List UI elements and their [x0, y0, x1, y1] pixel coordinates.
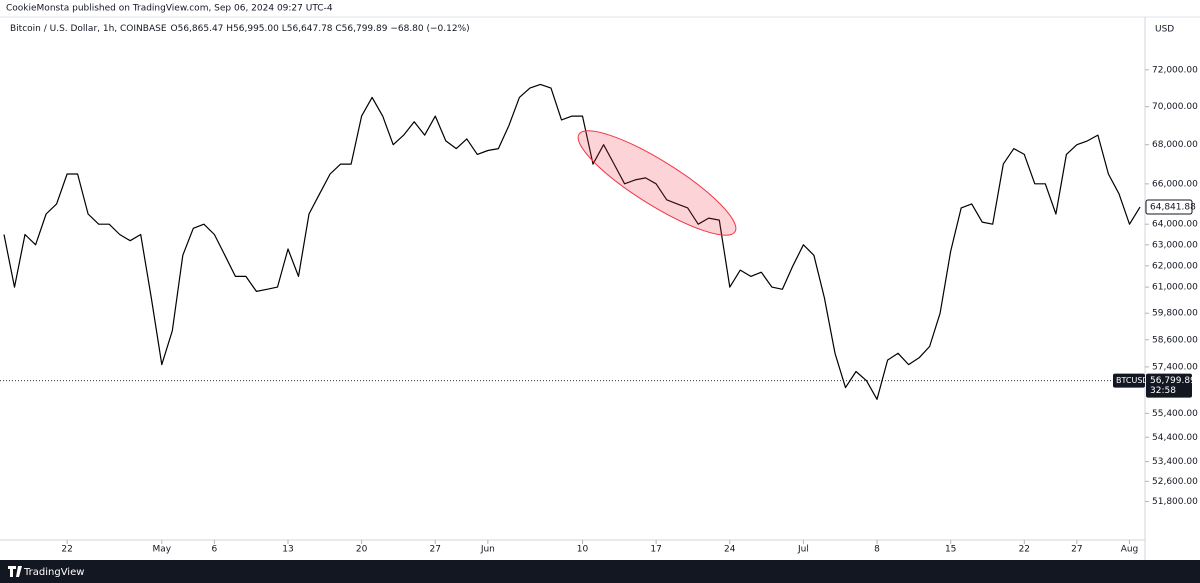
y-tick-label: 54,400.00 — [1152, 433, 1198, 443]
y-tick-label: 59,800.00 — [1152, 309, 1198, 319]
y-tick-label: 72,000.00 — [1152, 65, 1198, 75]
y-tick-label: 52,600.00 — [1152, 477, 1198, 487]
x-tick-label: 13 — [282, 545, 293, 555]
price-line-series — [3, 83, 1141, 400]
highlight-ellipse — [577, 130, 737, 236]
x-tick-label: May — [152, 545, 171, 555]
footer — [0, 560, 1200, 583]
x-tick-label: Aug — [1121, 545, 1139, 555]
last-value-box — [1145, 199, 1193, 215]
countdown: 32:58 — [1150, 386, 1176, 396]
x-tick-label: 22 — [61, 545, 72, 555]
ohlc: O56,865.47 H56,995.00 L56,647.78 C56,799… — [171, 24, 470, 34]
y-tick-label: 68,000.00 — [1152, 140, 1198, 150]
y-tick-label: 57,400.00 — [1152, 362, 1198, 372]
y-tick-label: 55,400.00 — [1152, 409, 1198, 419]
y-tick-label: 66,000.00 — [1152, 179, 1198, 189]
x-tick-label: 27 — [430, 545, 441, 555]
y-tick-label: 61,000.00 — [1152, 283, 1198, 293]
x-tick-label: 10 — [577, 545, 589, 555]
symbol-tag-label: BTCUSD — [1116, 376, 1149, 385]
publish-note: CookieMonsta published on TradingView.co… — [6, 4, 333, 14]
x-tick-label: 22 — [1019, 545, 1030, 555]
price-label: 56,799.89 — [1150, 376, 1196, 386]
brand: TradingView — [23, 567, 84, 578]
logo — [8, 566, 22, 577]
x-tick-label: 8 — [874, 545, 880, 555]
x-tick-label: 6 — [212, 545, 218, 555]
x-tick-label: Jul — [797, 545, 809, 555]
y-tick-label: 58,600.00 — [1152, 335, 1198, 345]
y-tick-label: 70,000.00 — [1152, 102, 1198, 112]
currency: USD — [1155, 25, 1174, 35]
x-tick-label: Jun — [480, 545, 495, 555]
price-box — [1146, 373, 1192, 398]
y-tick-label: 64,000.00 — [1152, 220, 1198, 230]
y-tick-label: 62,000.00 — [1152, 261, 1198, 271]
last-value-label: 64,841.88 — [1150, 203, 1196, 213]
x-tick-label: 15 — [945, 545, 956, 555]
x-tick-label: 24 — [724, 545, 736, 555]
x-tick-label: 27 — [1071, 545, 1082, 555]
x-tick-label: 17 — [650, 545, 661, 555]
y-tick-label: 63,000.00 — [1152, 240, 1198, 250]
y-tick-label: 51,800.00 — [1152, 497, 1198, 507]
symbol-title: Bitcoin / U.S. Dollar, 1h, COINBASE — [10, 24, 167, 34]
symbol-tag — [1113, 373, 1145, 388]
plot-area: 51,800.00 52,600.00 53,400.00 54,400.00 55,4… — [0, 65, 1198, 555]
y-tick-label: 53,400.00 — [1152, 457, 1198, 467]
symbol-legend: Bitcoin / U.S. Dollar, 1h, COINBASE O56,8… — [10, 24, 470, 34]
x-tick-label: 20 — [356, 545, 368, 555]
